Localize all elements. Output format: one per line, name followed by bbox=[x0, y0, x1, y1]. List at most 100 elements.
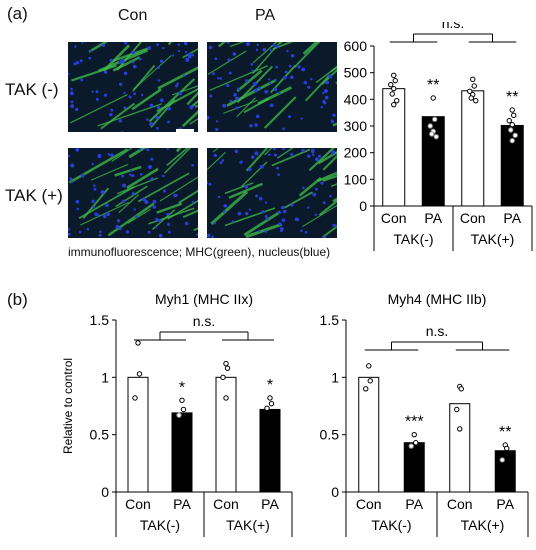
nucleus-dot bbox=[323, 235, 327, 238]
nucleus-dot bbox=[235, 106, 239, 110]
nucleus-dot bbox=[124, 42, 128, 45]
nucleus-dot bbox=[231, 220, 235, 223]
myotube-fiber bbox=[304, 74, 331, 102]
x-tick-label: Con bbox=[447, 496, 473, 512]
data-point bbox=[457, 426, 463, 432]
nucleus-dot bbox=[258, 196, 263, 201]
nucleus-dot bbox=[123, 106, 127, 110]
nucleus-dot bbox=[177, 43, 181, 46]
myotube-fiber bbox=[318, 199, 337, 217]
chart-myh4: Myh4 (MHC IIb)00.511.5*****Con PA Con PATAK… bbox=[320, 291, 529, 537]
nucleus-dot bbox=[133, 92, 137, 96]
myotube-fiber bbox=[156, 202, 183, 214]
nucleus-dot bbox=[276, 166, 279, 170]
nucleus-dot bbox=[128, 95, 132, 99]
myotube-fiber bbox=[293, 42, 321, 68]
nucleus-dot bbox=[131, 50, 135, 55]
myotube-fiber bbox=[80, 201, 130, 226]
nucleus-dot bbox=[207, 115, 210, 120]
myotube-fiber bbox=[128, 148, 147, 159]
nucleus-dot bbox=[156, 126, 159, 130]
bracket-label: n.s. bbox=[193, 313, 216, 329]
myotube-fiber bbox=[224, 182, 254, 195]
data-point bbox=[408, 443, 414, 449]
nucleus-dot bbox=[73, 62, 77, 66]
nucleus-dot bbox=[93, 184, 96, 187]
y-tick-label: 1 bbox=[331, 369, 339, 385]
myotube-fiber bbox=[90, 163, 129, 181]
nucleus-dot bbox=[133, 208, 137, 211]
nucleus-dot bbox=[187, 54, 192, 59]
data-point bbox=[433, 133, 439, 140]
nucleus-dot bbox=[273, 153, 277, 157]
significance-marker: ** bbox=[427, 77, 439, 94]
myotube-fiber bbox=[236, 69, 263, 93]
panel-b-label: (b) bbox=[7, 290, 28, 309]
nucleus-dot bbox=[184, 221, 189, 226]
nucleus-dot bbox=[254, 151, 259, 156]
myotube-fiber bbox=[322, 154, 337, 171]
chart-title: Myh1 (MHC IIx) bbox=[155, 291, 253, 307]
bar bbox=[449, 403, 471, 493]
nucleus-dot bbox=[264, 89, 269, 94]
data-point bbox=[394, 97, 400, 104]
myotube-fiber bbox=[245, 148, 269, 172]
nucleus-dot bbox=[196, 233, 198, 236]
nucleus-dot bbox=[139, 173, 143, 176]
nucleus-dot bbox=[275, 45, 279, 49]
myotube-fiber bbox=[228, 182, 263, 199]
nucleus-dot bbox=[233, 93, 237, 97]
data-point bbox=[508, 127, 514, 133]
nucleus-dot bbox=[277, 210, 281, 215]
scale-bar bbox=[176, 129, 194, 132]
nucleus-dot bbox=[93, 187, 97, 191]
nucleus-dot bbox=[282, 148, 285, 150]
nucleus-dot bbox=[304, 230, 308, 234]
nucleus-dot bbox=[167, 106, 171, 111]
nucleus-dot bbox=[68, 232, 71, 236]
nucleus-dot bbox=[177, 49, 181, 53]
nucleus-dot bbox=[211, 235, 214, 238]
data-point bbox=[180, 406, 187, 413]
nucleus-dot bbox=[132, 64, 137, 69]
data-point bbox=[388, 81, 394, 88]
nucleus-dot bbox=[265, 217, 269, 221]
data-point bbox=[223, 360, 229, 367]
myotube-fiber bbox=[114, 165, 142, 177]
data-point bbox=[468, 95, 474, 101]
nucleus-dot bbox=[118, 119, 123, 123]
nucleus-dot bbox=[131, 192, 135, 196]
y-axis-label: Relative to control bbox=[61, 358, 75, 454]
nucleus-dot bbox=[234, 96, 239, 101]
nucleus-dot bbox=[183, 42, 188, 46]
myotube-fiber bbox=[116, 42, 143, 71]
bar bbox=[171, 412, 193, 493]
myotube-fiber bbox=[137, 172, 190, 203]
data-point bbox=[509, 137, 515, 144]
nucleus-dot bbox=[157, 66, 160, 69]
nucleus-dot bbox=[70, 104, 75, 108]
myotube-fiber bbox=[97, 103, 163, 127]
nucleus-dot bbox=[213, 222, 216, 225]
data-point bbox=[268, 401, 275, 407]
data-point bbox=[458, 386, 464, 392]
nucleus-dot bbox=[307, 85, 311, 89]
nucleus-dot bbox=[237, 211, 242, 216]
nucleus-dot bbox=[157, 79, 161, 82]
nucleus-dot bbox=[147, 46, 152, 50]
nucleus-dot bbox=[191, 201, 195, 204]
data-point bbox=[429, 131, 435, 137]
nucleus-dot bbox=[225, 84, 229, 87]
myotube-fiber bbox=[111, 148, 133, 162]
data-point bbox=[473, 97, 479, 104]
nucleus-dot bbox=[207, 181, 209, 185]
nucleus-dot bbox=[134, 215, 138, 219]
nucleus-dot bbox=[213, 153, 217, 158]
nucleus-dot bbox=[324, 95, 329, 100]
nucleus-dot bbox=[258, 229, 261, 233]
significance-marker: * bbox=[179, 379, 185, 396]
nucleus-dot bbox=[156, 105, 161, 110]
nucleus-dot bbox=[99, 230, 102, 234]
myotube-fiber bbox=[264, 96, 297, 129]
nucleus-dot bbox=[314, 157, 319, 162]
